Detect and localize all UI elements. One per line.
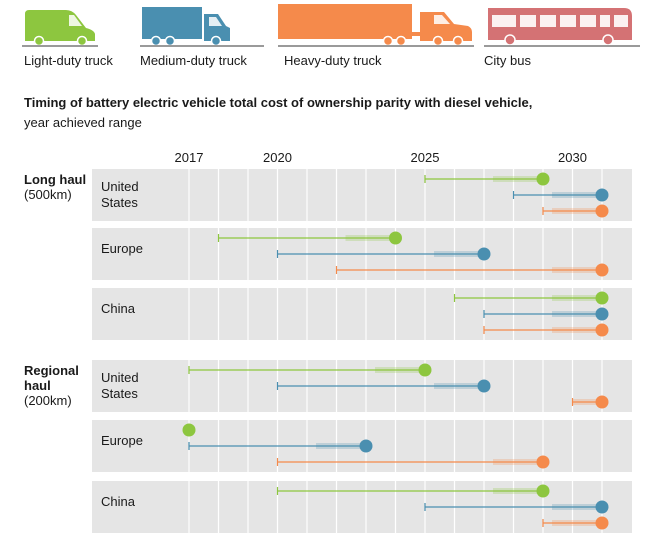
chart-title: Timing of battery electric vehicle total…: [24, 95, 533, 110]
region-label-0: United States: [101, 179, 139, 210]
range-end-dot-medium-3: [477, 379, 491, 393]
region-label-word: China: [101, 494, 136, 509]
range-end-dot-light-2: [595, 291, 609, 305]
range-end-dot-light-4: [182, 423, 196, 437]
range-end-dot-medium-5: [595, 500, 609, 514]
chart-subtitle: year achieved range: [24, 115, 142, 130]
range-end-dot-heavy-4: [536, 455, 550, 469]
region-label-word: Europe: [101, 241, 143, 256]
section-distance-regional-haul: (200km): [24, 393, 72, 408]
region-label-3: United States: [101, 370, 139, 401]
heavy-duty-truck-icon: [278, 4, 472, 46]
range-end-dot-light-3: [418, 363, 432, 377]
region-label-5: China: [101, 494, 136, 509]
legend-city-bus: City bus: [484, 53, 531, 68]
range-end-dot-medium-1: [477, 247, 491, 261]
section-label-long-haul: Long haul (500km): [24, 172, 88, 202]
legend-medium-duty: Medium-duty truck: [140, 53, 247, 68]
x-tick-2017: 2017: [175, 150, 204, 165]
section-name-regional-haul: Regional haul: [24, 363, 79, 393]
medium-duty-baseline: [140, 45, 264, 47]
region-label-word: States: [101, 386, 138, 401]
light-duty-truck-icon: [25, 10, 95, 46]
range-end-dot-heavy-5: [595, 516, 609, 530]
legend-heavy-duty: Heavy-duty truck: [284, 53, 382, 68]
section-label-regional-haul: Regional haul (200km): [24, 363, 90, 408]
region-label-word: China: [101, 301, 136, 316]
range-end-dot-light-1: [389, 231, 402, 245]
region-label-word: Europe: [101, 433, 143, 448]
range-end-dot-heavy-0: [595, 204, 609, 218]
x-tick-2020: 2020: [263, 150, 292, 165]
range-end-dot-heavy-2: [595, 323, 609, 337]
range-end-dot-medium-0: [595, 188, 609, 202]
region-label-4: Europe: [101, 433, 143, 448]
region-label-word: United: [101, 370, 139, 385]
range-end-dot-heavy-1: [595, 263, 609, 277]
section-name-long-haul: Long haul: [24, 172, 87, 187]
range-end-dot-heavy-3: [595, 395, 609, 409]
region-label-1: Europe: [101, 241, 143, 256]
range-end-dot-medium-4: [359, 439, 373, 453]
light-duty-baseline: [22, 45, 98, 47]
heavy-duty-baseline: [278, 45, 474, 47]
range-end-dot-light-0: [536, 172, 550, 186]
legend-light-duty: Light-duty truck: [24, 53, 113, 68]
region-label-2: China: [101, 301, 136, 316]
city-bus-baseline: [484, 45, 640, 47]
city-bus-icon: [488, 8, 632, 46]
range-end-dot-light-5: [536, 484, 550, 498]
section-distance-long-haul: (500km): [24, 187, 72, 202]
region-label-word: United: [101, 179, 139, 194]
x-tick-2030: 2030: [558, 150, 587, 165]
range-end-dot-medium-2: [595, 307, 609, 321]
medium-duty-truck-icon: [142, 7, 230, 46]
x-tick-2025: 2025: [411, 150, 440, 165]
region-label-word: States: [101, 195, 138, 210]
